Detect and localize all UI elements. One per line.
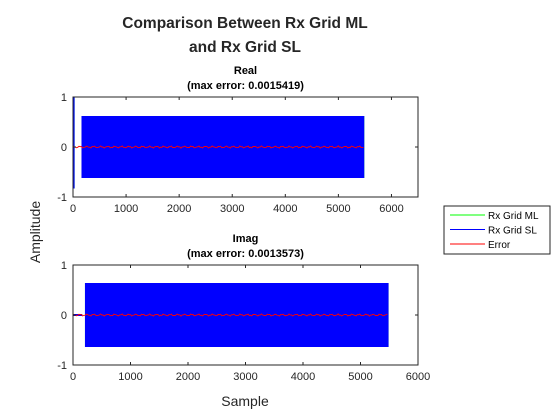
x-tick-label-real-0: 0 [70, 203, 76, 215]
subplot-subtitle-imag: (max error: 0.0013573) [187, 248, 304, 260]
x-tick-label-real-5: 5000 [326, 203, 350, 215]
x-tick-label-imag-0: 0 [70, 371, 76, 383]
x-tick-label-imag-5: 5000 [348, 371, 372, 383]
x-tick-label-real-1: 1000 [114, 203, 138, 215]
plot-area-imag [73, 283, 389, 347]
x-tick-label-imag-3: 3000 [233, 371, 257, 383]
y-tick-label-real-0: -1 [57, 192, 67, 204]
subplot-real: Real (max error: 0.0015419) 0 1000 2000 3000 4… [57, 65, 419, 215]
x-tick-label-imag-2: 2000 [176, 371, 200, 383]
x-axis-label: Sample [221, 393, 269, 409]
y-tick-label-real-2: 1 [61, 92, 67, 104]
legend: Rx Grid ML Rx Grid SL Error [443, 205, 551, 255]
series-error-real-0 [73, 145, 364, 149]
plot-area-real [73, 97, 365, 189]
x-tick-label-real-2: 2000 [167, 203, 191, 215]
subplot-title-real: Real [234, 65, 257, 77]
legend-label-sl: Rx Grid SL [488, 226, 537, 237]
legend-label-error: Error [488, 240, 511, 251]
subplot-subtitle-real: (max error: 0.0015419) [187, 80, 304, 92]
x-tick-label-imag-1: 1000 [118, 371, 142, 383]
y-tick-label-imag-0: -1 [57, 360, 67, 372]
subplot-title-imag: Imag [233, 233, 259, 245]
figure-title-line1: Comparison Between Rx Grid ML [122, 15, 367, 32]
legend-label-ml: Rx Grid ML [488, 211, 539, 222]
figure-title-line2: and Rx Grid SL [189, 39, 301, 56]
x-tick-label-imag-4: 4000 [291, 371, 315, 383]
x-tick-label-real-3: 3000 [220, 203, 244, 215]
x-tick-label-real-6: 6000 [379, 203, 403, 215]
y-tick-label-imag-2: 1 [61, 260, 67, 272]
y-axis-label: Amplitude [27, 201, 43, 263]
subplot-imag: Imag (max error: 0.0013573) 0 1000 2000 3000 4… [57, 233, 430, 383]
y-tick-label-imag-1: 0 [61, 310, 67, 322]
series-rx-grid-sl-real-0 [73, 97, 75, 189]
series-rx-grid-sl-imag-1 [84, 283, 389, 347]
y-tick-label-real-1: 0 [61, 142, 67, 154]
x-tick-label-imag-6: 6000 [406, 371, 430, 383]
series-error-imag-0 [73, 313, 388, 317]
x-tick-label-real-4: 4000 [273, 203, 297, 215]
